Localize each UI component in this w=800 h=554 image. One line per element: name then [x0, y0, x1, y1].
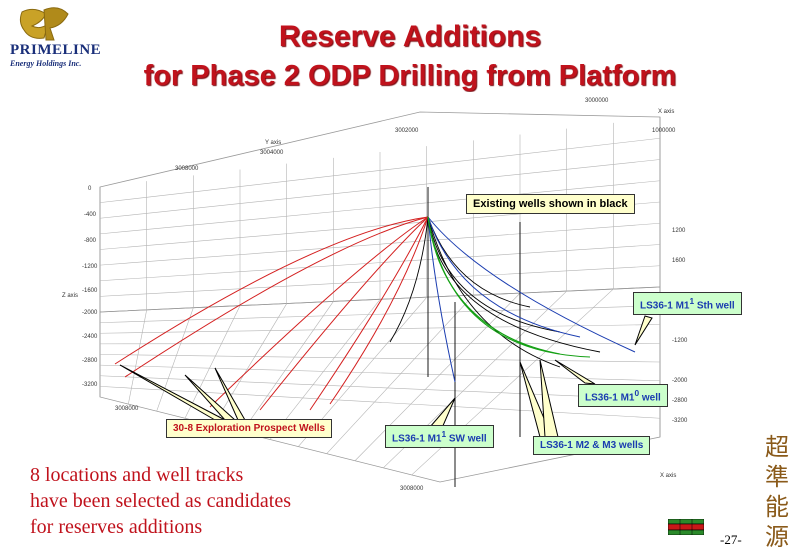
exploration-track-6 [329, 216, 429, 405]
m1-sth-label: LS36-1 M1 [640, 300, 690, 312]
m1-sw-sup: 1 [441, 429, 447, 439]
exploration-track-4 [259, 216, 429, 411]
candidates-line-2: have been selected as candidates [30, 490, 291, 512]
left-label-3: -800 [84, 238, 97, 244]
m1-blue-track-3 [427, 216, 581, 338]
y-axis-title: Y axis [265, 140, 281, 146]
exploration-wells [114, 216, 429, 411]
top-label-2: 3004000 [260, 150, 284, 156]
m1-0-sup: 0 [634, 388, 640, 398]
m3-track [427, 216, 561, 355]
layer-legend-icon [668, 519, 704, 535]
grid-floor-a-1 [128, 309, 147, 405]
callout-m2-m3-wells: LS36-1 M2 & M3 wells [533, 436, 651, 455]
m1-sw-track [427, 216, 456, 383]
m1-0-label: LS36-1 M1 [585, 392, 635, 404]
grid-floor-a-5 [241, 301, 334, 433]
grid-wall-h-5 [99, 222, 661, 266]
page-subtitle: for Phase 2 ODP Drilling from Platform [143, 60, 677, 92]
exploration-track-5 [309, 216, 429, 411]
candidates-line-1: 8 locations and well tracks [30, 464, 244, 486]
grid-floor-b-7 [99, 386, 661, 419]
existing-track-5 [389, 216, 429, 343]
existing-track-8 [427, 216, 561, 368]
planned-blue-wells [427, 216, 636, 383]
page-title: Reserve Additions [278, 20, 542, 53]
top-label-1: 3008000 [175, 166, 199, 172]
m1-sw-tail: SW well [446, 433, 487, 445]
bottom-label-2: 3008000 [400, 486, 424, 492]
grid-wall-h-7 [99, 265, 661, 297]
left-label-4: -1200 [82, 264, 98, 270]
m1-sth-track [427, 216, 636, 353]
exploration-track-1 [114, 216, 429, 365]
logo-subtitle: Energy Holdings Inc. [10, 59, 82, 68]
right-label-3: 1600 [672, 258, 686, 264]
left-label-6: -2000 [82, 310, 98, 316]
chinese-char-1: 超 [765, 433, 789, 461]
callout-existing-wells: Existing wells shown in black [466, 194, 635, 214]
callout-m1-sth-well: LS36-1 M11 Sth well [633, 292, 742, 316]
bottom-label-1: 3008000 [115, 406, 139, 412]
top-label-4: 3000000 [585, 98, 609, 104]
top-label-3: 3002000 [395, 128, 419, 134]
box-frame [99, 111, 661, 483]
grid-wall-h-1 [99, 137, 661, 203]
m1-sw-label: LS36-1 M1 [392, 433, 442, 445]
existing-track-3 [427, 216, 601, 353]
grid-floor-b-1 [99, 305, 661, 323]
grid-floor-a-2 [156, 307, 194, 412]
x-axis-title: X axis [658, 109, 674, 115]
grid-wall-h-2 [99, 159, 661, 219]
left-label-1: 0 [88, 186, 92, 192]
right-label-2: 1200 [672, 228, 686, 234]
left-label-9: -3200 [82, 382, 98, 388]
grid-floor-b-3 [99, 342, 661, 345]
z-axis-title: Z axis [62, 293, 78, 299]
grid-floor-a-6 [269, 299, 381, 440]
left-axis-labels: 0 -400 -800 -1200 -1600 -2000 -2400 -280… [82, 186, 98, 388]
logo-name: PRIMELINE [10, 42, 102, 58]
chinese-char-2: 準 [765, 463, 789, 491]
left-label-7: -2400 [82, 334, 98, 340]
right-label-5: -2000 [672, 378, 688, 384]
grid-floor-b-5 [99, 364, 661, 382]
right-label-1: 1000000 [652, 128, 676, 134]
candidates-line-3: for reserves additions [30, 516, 203, 538]
callout-m1-sw-well: LS36-1 M11 SW well [385, 425, 494, 449]
grid-floor-a-8 [326, 295, 474, 454]
m1-0-tail: well [639, 392, 661, 404]
grid-floor-b-4 [99, 354, 661, 363]
chinese-char-3: 能 [765, 493, 789, 521]
callout-m1-0-well: LS36-1 M10 well [578, 384, 668, 408]
left-label-8: -2800 [82, 358, 98, 364]
existing-track-4 [427, 216, 561, 333]
planned-green-wells [427, 216, 591, 358]
logo-mark-icon [19, 7, 69, 41]
grid-floor-a-4 [213, 303, 287, 426]
left-label-5: -1600 [82, 288, 98, 294]
grid-floor-b-2 [99, 324, 661, 334]
exploration-track-3 [209, 216, 429, 408]
primeline-logo: PRIMELINE Energy Holdings Inc. [4, 4, 101, 74]
m1-sth-sup: 1 [689, 296, 695, 306]
chinese-brand-text: 超 準 能 源 [762, 432, 792, 552]
m1-sth-tail: Sth well [694, 300, 735, 312]
right-label-4: -1200 [672, 338, 688, 344]
candidates-text: 8 locations and well tracks have been se… [30, 462, 291, 540]
grid-wall-h-6 [99, 244, 661, 282]
left-label-2: -400 [84, 212, 97, 218]
exploration-track-2 [124, 216, 429, 378]
bottom-label-3: X axis [660, 473, 676, 479]
right-label-7: -3200 [672, 418, 688, 424]
existing-wells [389, 187, 601, 487]
grid-wall-h-3 [99, 180, 661, 235]
grid-floor-a-3 [184, 305, 241, 419]
right-label-6: -2800 [672, 398, 688, 404]
grid-floor-a-9 [354, 293, 521, 461]
callout-exploration-wells: 30-8 Exploration Prospect Wells [166, 419, 333, 438]
page-number: -27- [720, 532, 742, 547]
chinese-char-4: 源 [765, 523, 789, 551]
